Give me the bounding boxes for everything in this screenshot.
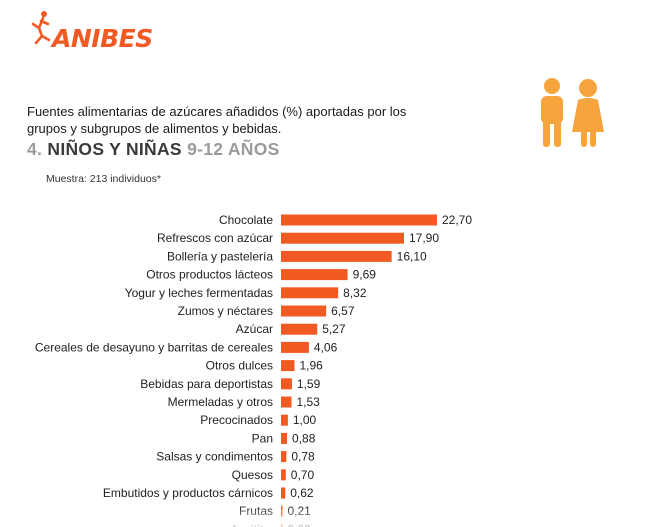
chart-heading: 4. NIÑOS Y NIÑAS 9-12 AÑOS xyxy=(27,139,280,160)
bar xyxy=(281,305,327,317)
category-label: Refrescos con azúcar xyxy=(157,231,273,245)
category-label: Salsas y condimentos xyxy=(156,450,273,464)
value-label: 16,10 xyxy=(397,249,427,263)
value-label: 9,69 xyxy=(353,268,377,282)
value-label: 1,59 xyxy=(297,377,321,391)
value-label: 4,06 xyxy=(314,340,338,354)
bar xyxy=(281,287,339,299)
bar xyxy=(281,451,287,463)
bar xyxy=(281,360,295,372)
value-label: 0,78 xyxy=(291,450,315,464)
value-label: 0,88 xyxy=(292,431,316,445)
value-label: 22,70 xyxy=(442,213,472,227)
category-label: Otros dulces xyxy=(206,359,273,373)
category-label: Bebidas para deportistas xyxy=(140,377,273,391)
category-label: Azúcar xyxy=(236,322,273,336)
category-label: Aceitit... xyxy=(230,522,273,527)
value-label: 0,21 xyxy=(288,504,312,518)
category-label: Yogur y leches fermentadas xyxy=(125,286,273,300)
bar xyxy=(281,487,286,499)
category-label: Frutas xyxy=(239,504,273,518)
bar xyxy=(281,469,286,481)
chart-description: Fuentes alimentarias de azúcares añadido… xyxy=(27,104,407,136)
category-label: Cereales de desayuno y barritas de cerea… xyxy=(35,340,273,354)
logo-text: ANIBES xyxy=(52,24,153,53)
category-label: Mermeladas y otros xyxy=(168,395,273,409)
value-label: 0,02 xyxy=(288,522,312,527)
value-label: 0,62 xyxy=(290,486,314,500)
value-label: 8,32 xyxy=(343,286,367,300)
category-label: Bollería y pastelería xyxy=(167,249,273,263)
value-label: 17,90 xyxy=(409,231,439,245)
running-figure-icon xyxy=(31,11,51,44)
value-label: 1,53 xyxy=(297,395,321,409)
bar xyxy=(281,505,283,517)
heading-main: NIÑOS Y NIÑAS xyxy=(47,139,182,159)
heading-range: 9-12 AÑOS xyxy=(187,139,280,159)
value-label: 1,00 xyxy=(293,413,317,427)
value-label: 5,27 xyxy=(322,322,346,336)
value-label: 1,96 xyxy=(299,359,323,373)
heading-number: 4. xyxy=(27,139,43,159)
category-label: Precocinados xyxy=(200,413,273,427)
category-label: Chocolate xyxy=(219,213,273,227)
sample-size: Muestra: 213 individuos* xyxy=(46,173,161,185)
anibes-logo: ANIBES xyxy=(30,10,153,55)
value-label: 6,57 xyxy=(331,304,355,318)
bar xyxy=(281,432,288,444)
boy-girl-icon xyxy=(541,78,604,147)
bar xyxy=(281,414,288,426)
category-label: Quesos xyxy=(232,468,273,482)
bar xyxy=(281,341,309,353)
bar-chart: Chocolate 22,70 Refrescos con azúcar 17,90 B… xyxy=(35,213,472,527)
bar xyxy=(281,323,318,335)
category-label: Otros productos lácteos xyxy=(146,268,273,282)
category-label: Pan xyxy=(252,431,273,445)
bar xyxy=(281,396,292,408)
category-label: Embutidos y productos cárnicos xyxy=(103,486,273,500)
value-label: 0,70 xyxy=(291,468,315,482)
category-label: Zumos y néctares xyxy=(178,304,273,318)
bar xyxy=(281,250,392,262)
bar xyxy=(281,214,437,226)
bar xyxy=(281,269,348,281)
bar xyxy=(281,378,292,390)
bar xyxy=(281,232,405,244)
